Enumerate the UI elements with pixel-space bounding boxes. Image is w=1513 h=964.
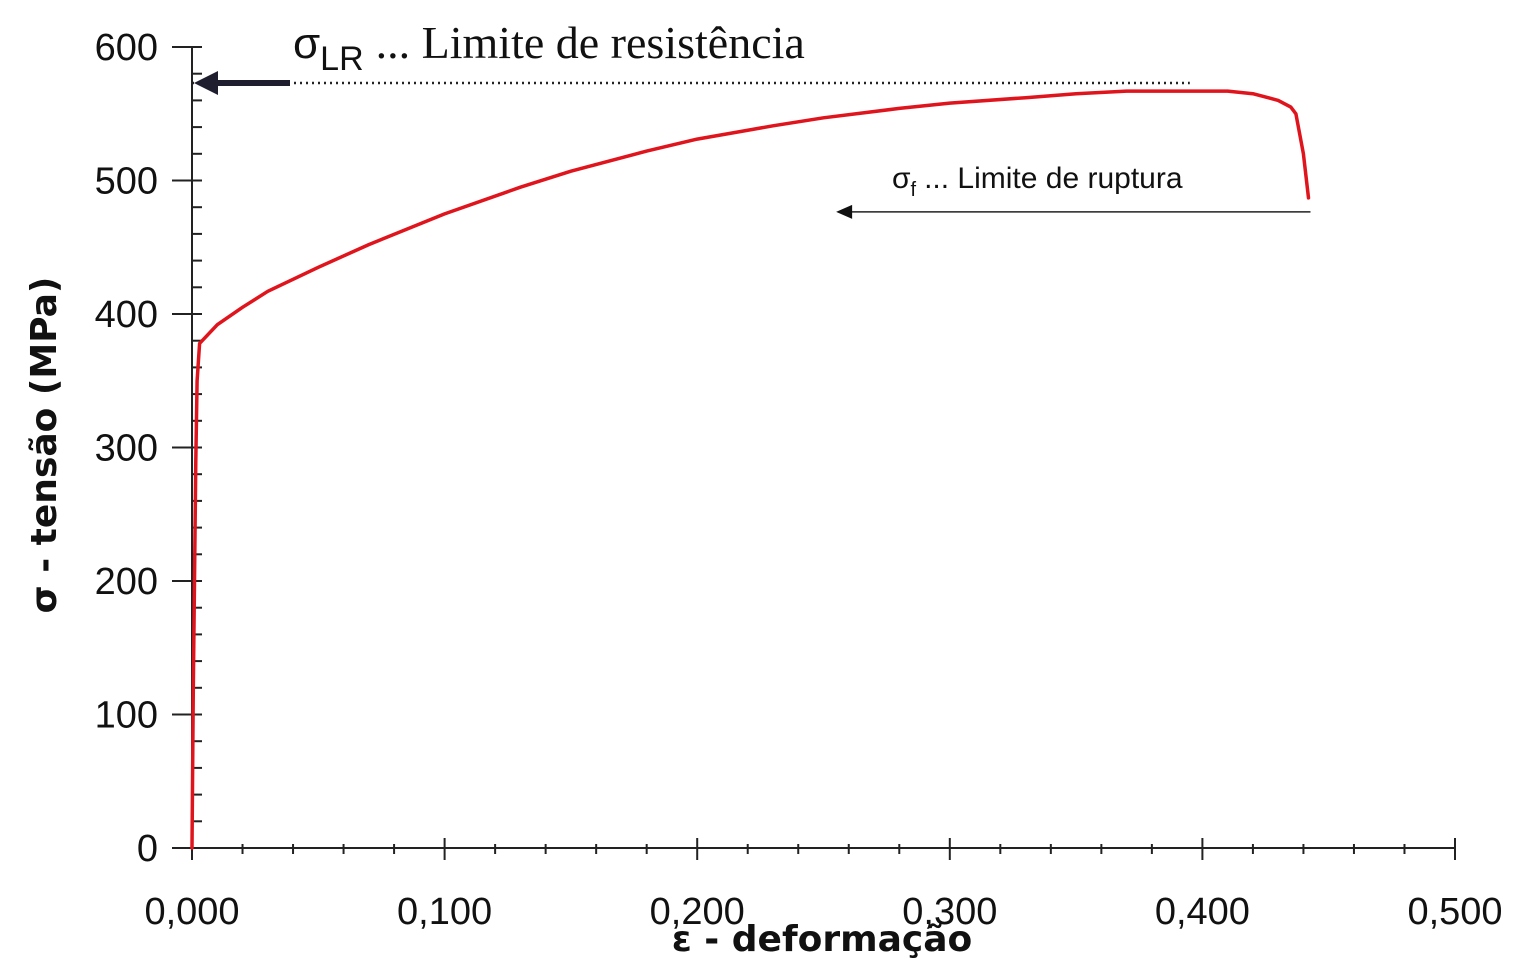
axes [182, 47, 1455, 858]
annotations-layer: σLR... Limite de resistência σf... Limite… [192, 17, 1311, 219]
stress-strain-curve [190, 89, 1311, 850]
x-tick-label: 0,400 [1155, 891, 1250, 933]
tick-marks [172, 46, 1456, 860]
x-tick-label: 0,500 [1407, 891, 1502, 933]
y-tick-label: 0 [137, 828, 158, 870]
ultimate-strength-label: σLR... Limite de resistência [293, 17, 805, 78]
rupture-label: σf... Limite de ruptura [892, 162, 1183, 201]
y-tick-label: 200 [95, 561, 158, 603]
x-tick-label: 0,300 [902, 891, 997, 933]
y-tick-label: 100 [95, 695, 158, 737]
tick-labels: 0 100 200 300 400 500 600 0,000 0,100 0,200 0,300 0… [95, 27, 1503, 933]
y-tick-label: 600 [95, 27, 158, 69]
ultimate-strength-arrow-head [194, 71, 218, 96]
x-axis-title: ε - deformação [672, 919, 973, 960]
y-tick-label: 300 [95, 428, 158, 470]
y-tick-label: 500 [95, 161, 158, 203]
series-layer [190, 89, 1311, 850]
y-axis-title: σ - tensão (MPa) [24, 277, 65, 614]
rupture-arrow-head [836, 204, 853, 219]
y-tick-label: 400 [95, 294, 158, 336]
x-tick-label: 0,000 [144, 891, 239, 933]
x-tick-label: 0,200 [650, 891, 745, 933]
x-tick-label: 0,100 [397, 891, 492, 933]
